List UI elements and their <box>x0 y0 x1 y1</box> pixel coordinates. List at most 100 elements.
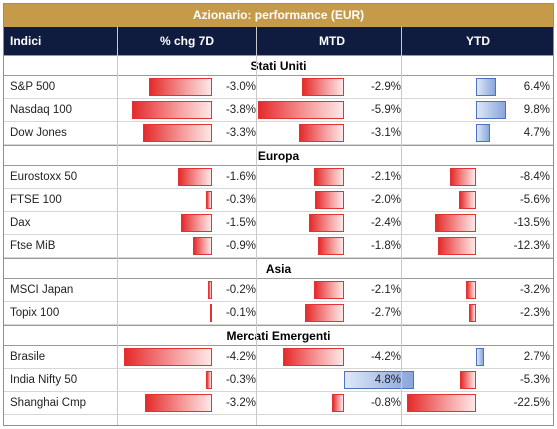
index-name: MSCI Japan <box>10 284 74 296</box>
table-row: India Nifty 50 -0.3% 4.8% -5.3% <box>4 369 553 392</box>
value-mtd: -3.1% <box>370 127 401 139</box>
table-row: Ftse MiB -0.9% -1.8% -12.3% <box>4 235 553 258</box>
value-mtd: -2.1% <box>370 284 401 296</box>
row-divider <box>4 368 553 369</box>
bar-mtd <box>301 78 344 96</box>
value-mtd: -2.1% <box>370 171 401 183</box>
value-d7: -1.5% <box>225 217 256 229</box>
bar-d7 <box>180 214 212 232</box>
bar-ytd <box>450 168 476 186</box>
index-name: Ftse MiB <box>10 240 56 252</box>
table-row: Shanghai Cmp -3.2% -0.8% -22.5% <box>4 392 553 415</box>
column-divider <box>117 27 118 425</box>
header-indici: Indici <box>10 34 42 48</box>
bar-ytd <box>476 78 496 96</box>
row-divider <box>4 234 553 235</box>
bar-d7 <box>207 281 212 299</box>
bar-mtd <box>299 124 344 142</box>
bar-mtd <box>317 237 344 255</box>
bar-d7 <box>205 191 212 209</box>
bar-ytd <box>459 371 476 389</box>
value-mtd: -2.4% <box>370 217 401 229</box>
index-name: Brasile <box>10 351 46 363</box>
index-name: Topix 100 <box>10 307 60 319</box>
value-d7: -0.9% <box>225 240 256 252</box>
row-divider <box>4 414 553 415</box>
index-name: Shanghai Cmp <box>10 397 87 409</box>
bar-mtd <box>313 281 344 299</box>
bar-ytd <box>476 348 485 366</box>
value-ytd: -3.2% <box>519 284 550 296</box>
bar-ytd <box>476 124 491 142</box>
section-header: Asia <box>4 258 553 279</box>
bar-mtd <box>258 101 344 119</box>
column-divider <box>401 27 402 425</box>
row-divider <box>4 188 553 189</box>
header-row: Indici % chg 7D MTD YTD <box>4 27 553 55</box>
section-header: Mercati Emergenti <box>4 325 553 346</box>
bar-d7 <box>142 124 212 142</box>
value-d7: -3.2% <box>225 397 256 409</box>
bar-d7 <box>144 394 212 412</box>
value-ytd: 6.4% <box>523 81 550 93</box>
row-divider <box>4 98 553 99</box>
index-name: India Nifty 50 <box>10 374 78 386</box>
bar-mtd <box>344 371 414 389</box>
table-row: Brasile -4.2% -4.2% 2.7% <box>4 346 553 369</box>
value-mtd: 4.8% <box>374 374 401 386</box>
value-d7: -1.6% <box>225 171 256 183</box>
bar-d7 <box>193 237 212 255</box>
table-row: MSCI Japan -0.2% -2.1% -3.2% <box>4 279 553 302</box>
row-divider <box>4 144 553 145</box>
value-ytd: 4.7% <box>523 127 550 139</box>
value-d7: -0.1% <box>225 307 256 319</box>
bar-ytd <box>438 237 476 255</box>
table-row: Topix 100 -0.1% -2.7% -2.3% <box>4 302 553 325</box>
performance-table: Azionario: performance (EUR) Indici % ch… <box>3 3 554 426</box>
value-ytd: 2.7% <box>523 351 550 363</box>
value-ytd: 9.8% <box>523 104 550 116</box>
table-row: Dax -1.5% -2.4% -13.5% <box>4 212 553 235</box>
index-name: Dow Jones <box>10 127 67 139</box>
value-mtd: -1.8% <box>370 240 401 252</box>
index-name: S&P 500 <box>10 81 56 93</box>
bar-d7 <box>178 168 212 186</box>
header-mtd: MTD <box>319 34 345 48</box>
value-ytd: -12.3% <box>513 240 550 252</box>
value-ytd: -5.3% <box>519 374 550 386</box>
bar-ytd <box>458 191 476 209</box>
table-row: Nasdaq 100 -3.8% -5.9% 9.8% <box>4 99 553 122</box>
table-row: Eurostoxx 50 -1.6% -2.1% -8.4% <box>4 166 553 189</box>
bar-d7 <box>132 101 212 119</box>
table-title: Azionario: performance (EUR) <box>4 4 553 27</box>
bar-d7 <box>149 78 212 96</box>
row-divider <box>4 257 553 258</box>
bar-ytd <box>476 101 506 119</box>
bar-d7 <box>205 371 212 389</box>
row-divider <box>4 121 553 122</box>
value-d7: -3.0% <box>225 81 256 93</box>
value-ytd: -2.3% <box>519 307 550 319</box>
bar-ytd <box>466 281 476 299</box>
value-ytd: -13.5% <box>513 217 550 229</box>
bar-mtd <box>309 214 344 232</box>
value-d7: -0.3% <box>225 374 256 386</box>
table-row: S&P 500 -3.0% -2.9% 6.4% <box>4 76 553 99</box>
index-name: Dax <box>10 217 31 229</box>
bar-ytd <box>434 214 476 232</box>
section-header: Stati Uniti <box>4 55 553 76</box>
bar-ytd <box>407 394 476 412</box>
table-row: FTSE 100 -0.3% -2.0% -5.6% <box>4 189 553 212</box>
bar-mtd <box>304 304 344 322</box>
value-d7: -3.8% <box>225 104 256 116</box>
row-divider <box>4 211 553 212</box>
value-ytd: -22.5% <box>513 397 550 409</box>
value-mtd: -0.8% <box>370 397 401 409</box>
index-name: Nasdaq 100 <box>10 104 73 116</box>
bar-mtd <box>313 168 344 186</box>
row-divider <box>4 391 553 392</box>
value-mtd: -2.9% <box>370 81 401 93</box>
column-divider <box>256 27 257 425</box>
bar-ytd <box>468 304 476 322</box>
index-name: Eurostoxx 50 <box>10 171 78 183</box>
